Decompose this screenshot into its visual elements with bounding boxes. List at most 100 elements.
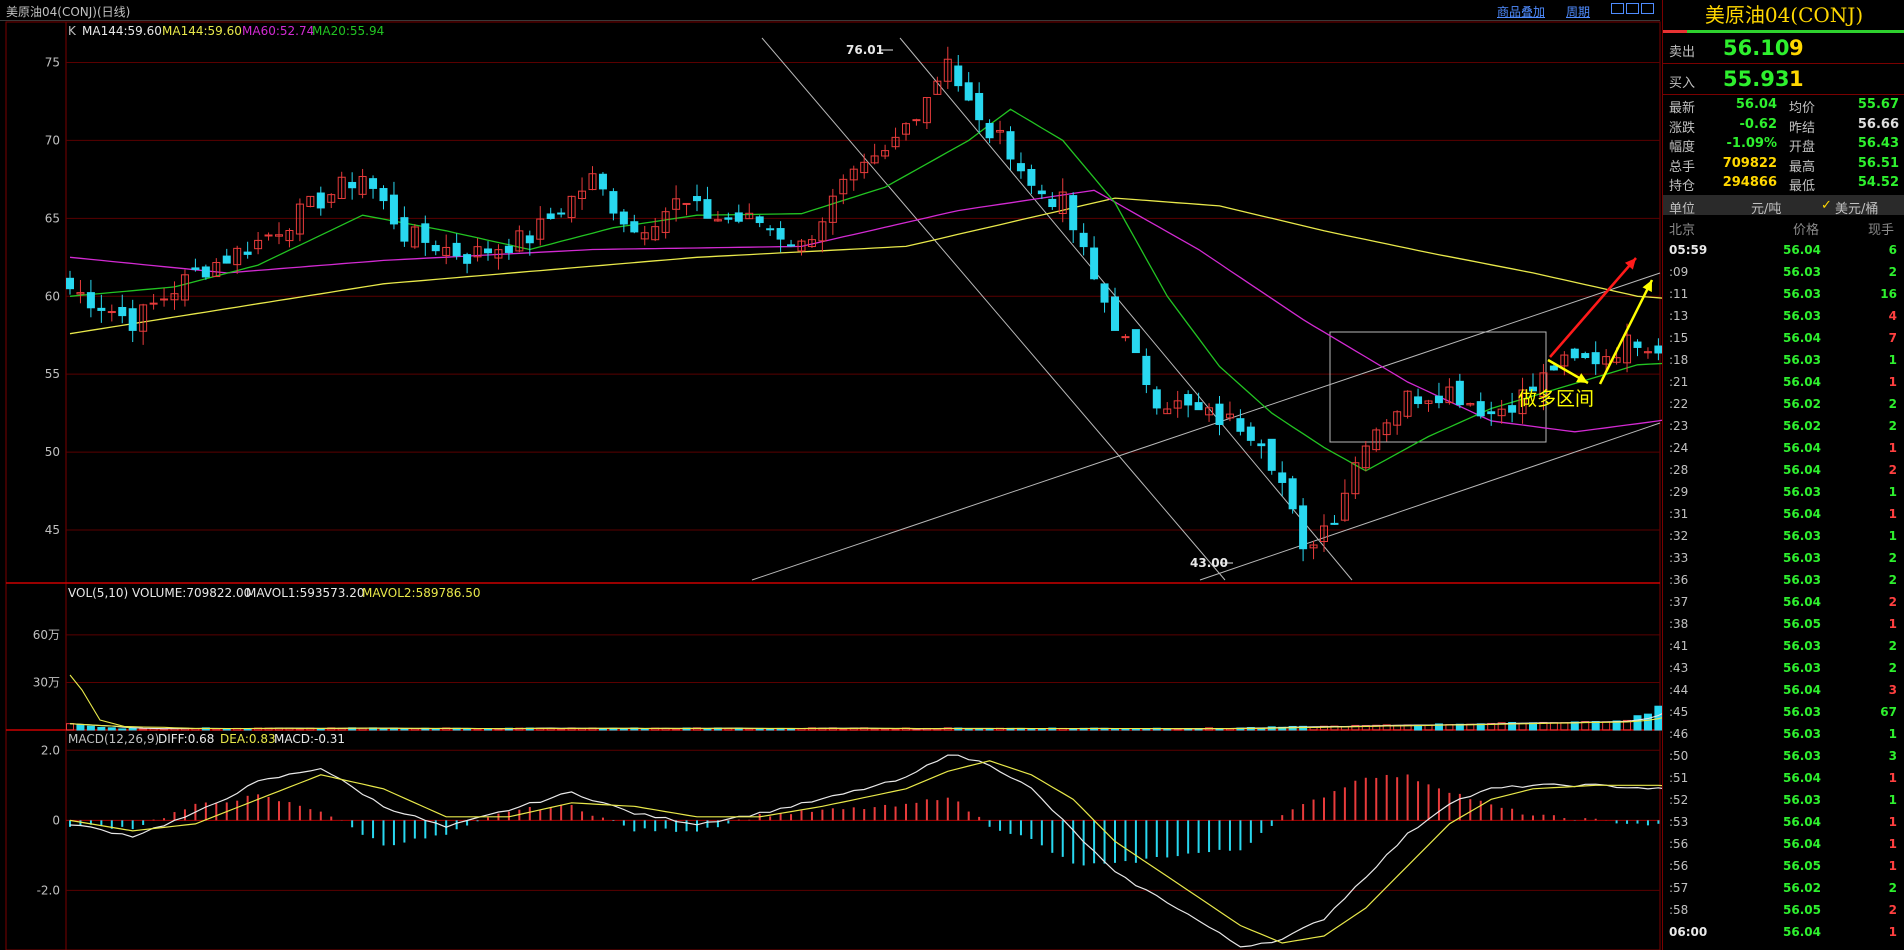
tick-volume: 6 [1888,243,1897,257]
tick-row: :28 56.04 2 [1663,459,1904,481]
volume-bar [1623,719,1632,731]
candle-body [358,175,367,195]
tick-volume: 2 [1888,419,1897,433]
candlestick-layer [66,46,1662,562]
candle-body [1058,191,1067,214]
tick-row: :46 56.03 1 [1663,723,1904,745]
tick-volume: 1 [1888,727,1897,741]
stat-label: 最低 [1789,179,1816,194]
tick-volume: 1 [1888,771,1897,785]
candle-body [1225,413,1234,419]
legend-mavol2: MAVOL2:589786.50 [362,586,481,600]
annotation-layer [880,49,1654,564]
candle-body [1288,478,1297,510]
candle-body [609,191,618,214]
candle-body [557,212,566,215]
tick-volume: 2 [1888,397,1897,411]
tick-price: 56.05 [1783,617,1821,631]
tick-row: :24 56.04 1 [1663,437,1904,459]
volume-bar [66,723,74,731]
candle-body [1309,544,1318,549]
tick-volume: 1 [1888,793,1897,807]
volume-bar [1508,721,1517,731]
layout-button-2[interactable] [1626,3,1639,14]
tick-time: :31 [1669,507,1689,521]
candle-body [902,123,910,135]
tick-volume: 1 [1888,353,1897,367]
tick-row: :13 56.03 4 [1663,305,1904,327]
candle-body [306,195,315,207]
macd-layer [69,754,1662,948]
tick-time: 05:59 [1669,243,1708,257]
candle-body [201,266,210,278]
candle-body [1560,354,1569,367]
layout-button-3[interactable] [1641,3,1654,14]
tick-row: :51 56.04 1 [1663,767,1904,789]
legend-mavol1: MAVOL1:593573.20 [246,586,365,600]
tick-row: :52 56.03 1 [1663,789,1904,811]
trendline-down-lower [899,37,1353,581]
candle-body [1602,356,1611,365]
candle-body [410,226,419,248]
tick-volume: 2 [1888,661,1897,675]
candle-body [1361,445,1370,469]
candle-body [1037,190,1046,195]
tick-price: 56.03 [1783,639,1821,653]
unit-row: 单位 元/吨 ✓ 美元/桶 [1663,195,1904,217]
chart-top-bar: 美原油04(CONJ)(日线) 商品叠加 周期 [0,0,1660,21]
trendline-down-upper [761,37,1226,581]
candle-body [327,194,336,203]
legend-ma20: MA20:55.94 [312,24,384,38]
candle-body [191,267,200,270]
tick-volume: 1 [1888,485,1897,499]
tick-volume: 2 [1888,551,1897,565]
candle-body [1236,418,1245,432]
candle-body [1581,353,1590,359]
macd-tick-label: -2.0 [37,883,60,897]
candle-body [389,194,398,225]
candle-body [1549,365,1558,371]
tick-price: 56.03 [1783,529,1821,543]
volume-bar [1497,722,1506,731]
candle-body [1372,429,1381,451]
period-link[interactable]: 周期 [1566,5,1591,19]
tick-volume: 7 [1888,331,1897,345]
tick-price: 56.04 [1783,595,1821,609]
tick-volume: 2 [1888,265,1897,279]
candle-body [975,92,984,121]
candle-body [536,218,545,240]
candle-body [1152,389,1161,409]
candle-body [1466,403,1475,406]
chart-title: 美原油04(CONJ)(日线) [6,5,131,19]
candle-body [1184,394,1193,406]
tick-time: :11 [1669,287,1689,301]
tick-time: :32 [1669,529,1689,543]
mavol-line-1 [69,713,1662,730]
layout-button-1[interactable] [1611,3,1624,14]
candle-body [1455,380,1464,406]
tick-volume: 4 [1888,309,1897,323]
trendline-layer [751,37,1661,581]
tick-row: :37 56.04 2 [1663,591,1904,613]
candle-body [180,274,189,301]
tick-header: 北京 价格 现手 [1663,217,1904,238]
tick-time: :37 [1669,595,1689,609]
candle-body [776,228,785,240]
tick-price: 56.03 [1783,727,1821,741]
unit-option-usd[interactable]: 美元/桶 [1835,202,1879,217]
tick-time: :28 [1669,463,1689,477]
unit-option-rmb[interactable]: 元/吨 [1751,202,1782,217]
tick-volume: 67 [1880,705,1897,719]
tick-header-volume: 现手 [1868,223,1895,238]
stat-value: 709822 [1722,155,1777,171]
candle-body [431,245,440,252]
volume-bar [139,728,148,731]
tick-row: :33 56.03 2 [1663,547,1904,569]
overlay-link[interactable]: 商品叠加 [1497,5,1546,19]
futures-chart[interactable]: 75 70 65 60 55 50 45 60万 30万 2.0 0 -2.0 K MA144:59.… [0,0,1662,950]
tick-price: 56.03 [1783,265,1821,279]
candle-body [160,298,169,301]
volume-bar [1560,722,1569,731]
candle-body [1069,195,1078,231]
tick-row: 05:59 56.04 6 [1663,239,1904,261]
